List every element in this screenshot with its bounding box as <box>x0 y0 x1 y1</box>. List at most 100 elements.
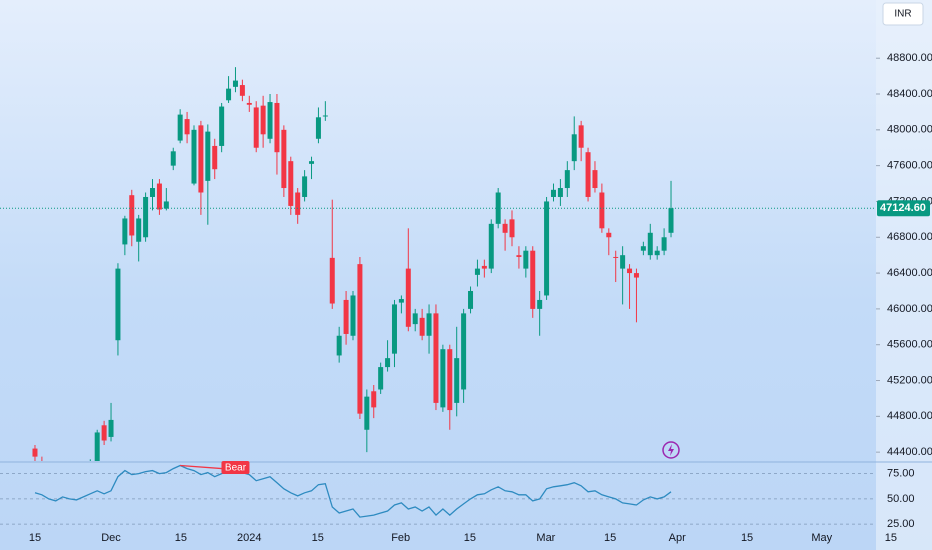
candle-body <box>523 250 529 269</box>
x-tick-label: 15 <box>741 532 753 544</box>
candle-body <box>613 256 619 258</box>
candle-body <box>170 151 176 166</box>
y-tick-label: 44400.00 <box>887 446 932 458</box>
candle-body <box>509 219 515 238</box>
x-tick-label: Mar <box>536 532 555 544</box>
y-tick-label: 44800.00 <box>887 410 932 422</box>
candle-body <box>150 188 156 197</box>
price-axis-panel <box>876 0 932 550</box>
candle-body <box>329 257 335 304</box>
candle-body <box>426 313 432 336</box>
candle-body <box>571 134 577 162</box>
candle-body <box>281 129 287 189</box>
candle-body <box>447 349 453 411</box>
candle-body <box>633 273 639 278</box>
x-tick-label: 15 <box>604 532 616 544</box>
candle-body <box>232 80 238 87</box>
last-price-label: 47124.60 <box>880 202 926 214</box>
candle-body <box>288 161 294 206</box>
x-tick-label: 15 <box>885 532 897 544</box>
candle-body <box>163 201 169 209</box>
candle-body <box>156 183 162 210</box>
candle-body <box>488 223 494 269</box>
candle-body <box>481 265 487 269</box>
candle-body <box>557 188 563 197</box>
x-tick-label: 15 <box>464 532 476 544</box>
candle-body <box>191 129 197 184</box>
candle-body <box>578 125 584 148</box>
y-tick-label: 46000.00 <box>887 303 932 315</box>
y-tick-label: 25.00 <box>887 518 915 530</box>
candle-body <box>585 152 591 197</box>
candle-body <box>315 117 321 139</box>
candle-body <box>502 223 508 233</box>
candle-body <box>212 145 218 170</box>
candle-body <box>606 232 612 238</box>
candle-body <box>122 218 128 245</box>
candle-body <box>391 304 397 354</box>
candle-body <box>357 264 363 414</box>
candle-body <box>378 367 384 390</box>
candle-body <box>440 349 446 408</box>
candle-body <box>108 419 114 437</box>
candle-body <box>620 255 626 269</box>
y-tick-label: 75.00 <box>887 468 915 480</box>
candle-body <box>184 119 190 135</box>
candle-body <box>309 161 315 164</box>
candle-body <box>419 317 425 336</box>
candle-body <box>239 85 245 96</box>
candle-body <box>599 192 605 229</box>
rsi-line <box>34 464 672 518</box>
candle-body <box>253 107 259 148</box>
y-tick-label: 45600.00 <box>887 339 932 351</box>
candle-body <box>530 250 536 309</box>
currency-button[interactable] <box>882 2 924 26</box>
candle-body <box>544 201 550 296</box>
y-tick-label: 46400.00 <box>887 267 932 279</box>
candle-body <box>177 114 183 141</box>
candle-body <box>115 268 121 341</box>
candle-body <box>364 396 370 430</box>
candle-body <box>433 313 439 403</box>
candle-body <box>371 391 377 408</box>
y-tick-label: 46800.00 <box>887 231 932 243</box>
y-tick-label: 45200.00 <box>887 374 932 386</box>
candle-body <box>661 237 667 251</box>
x-tick-label: 15 <box>29 532 41 544</box>
candle-body <box>564 170 570 189</box>
candle-body <box>592 170 598 189</box>
candle-body <box>654 250 660 256</box>
candle-body <box>32 448 38 457</box>
last-price-box <box>877 200 930 217</box>
annotation-box <box>221 461 250 474</box>
candle-body <box>101 425 107 441</box>
x-tick-label: Feb <box>391 532 410 544</box>
y-tick-label: 48400.00 <box>887 88 932 100</box>
candle-body <box>343 299 349 334</box>
candle-body <box>405 268 411 327</box>
candle-body <box>461 313 467 390</box>
candle-body <box>336 335 342 356</box>
candle-body <box>627 268 633 274</box>
candle-body <box>537 299 543 309</box>
candle-body <box>454 358 460 403</box>
rsi-pane <box>0 464 876 525</box>
alert-bolt <box>668 444 674 456</box>
candle-body <box>129 195 135 236</box>
price-pane <box>0 67 876 461</box>
candle-body <box>322 115 328 117</box>
candle-body <box>198 125 204 193</box>
x-tick-label: 15 <box>175 532 187 544</box>
candle-body <box>226 88 232 101</box>
alert-icon[interactable] <box>662 441 680 459</box>
candle-body <box>267 102 273 139</box>
candle-body <box>143 196 149 238</box>
y-tick-label: 47600.00 <box>887 160 932 172</box>
candle-body <box>246 102 252 105</box>
candle-body <box>398 299 404 303</box>
candle-body <box>205 131 211 181</box>
candle-body <box>302 176 308 197</box>
x-tick-label: 2024 <box>237 532 261 544</box>
